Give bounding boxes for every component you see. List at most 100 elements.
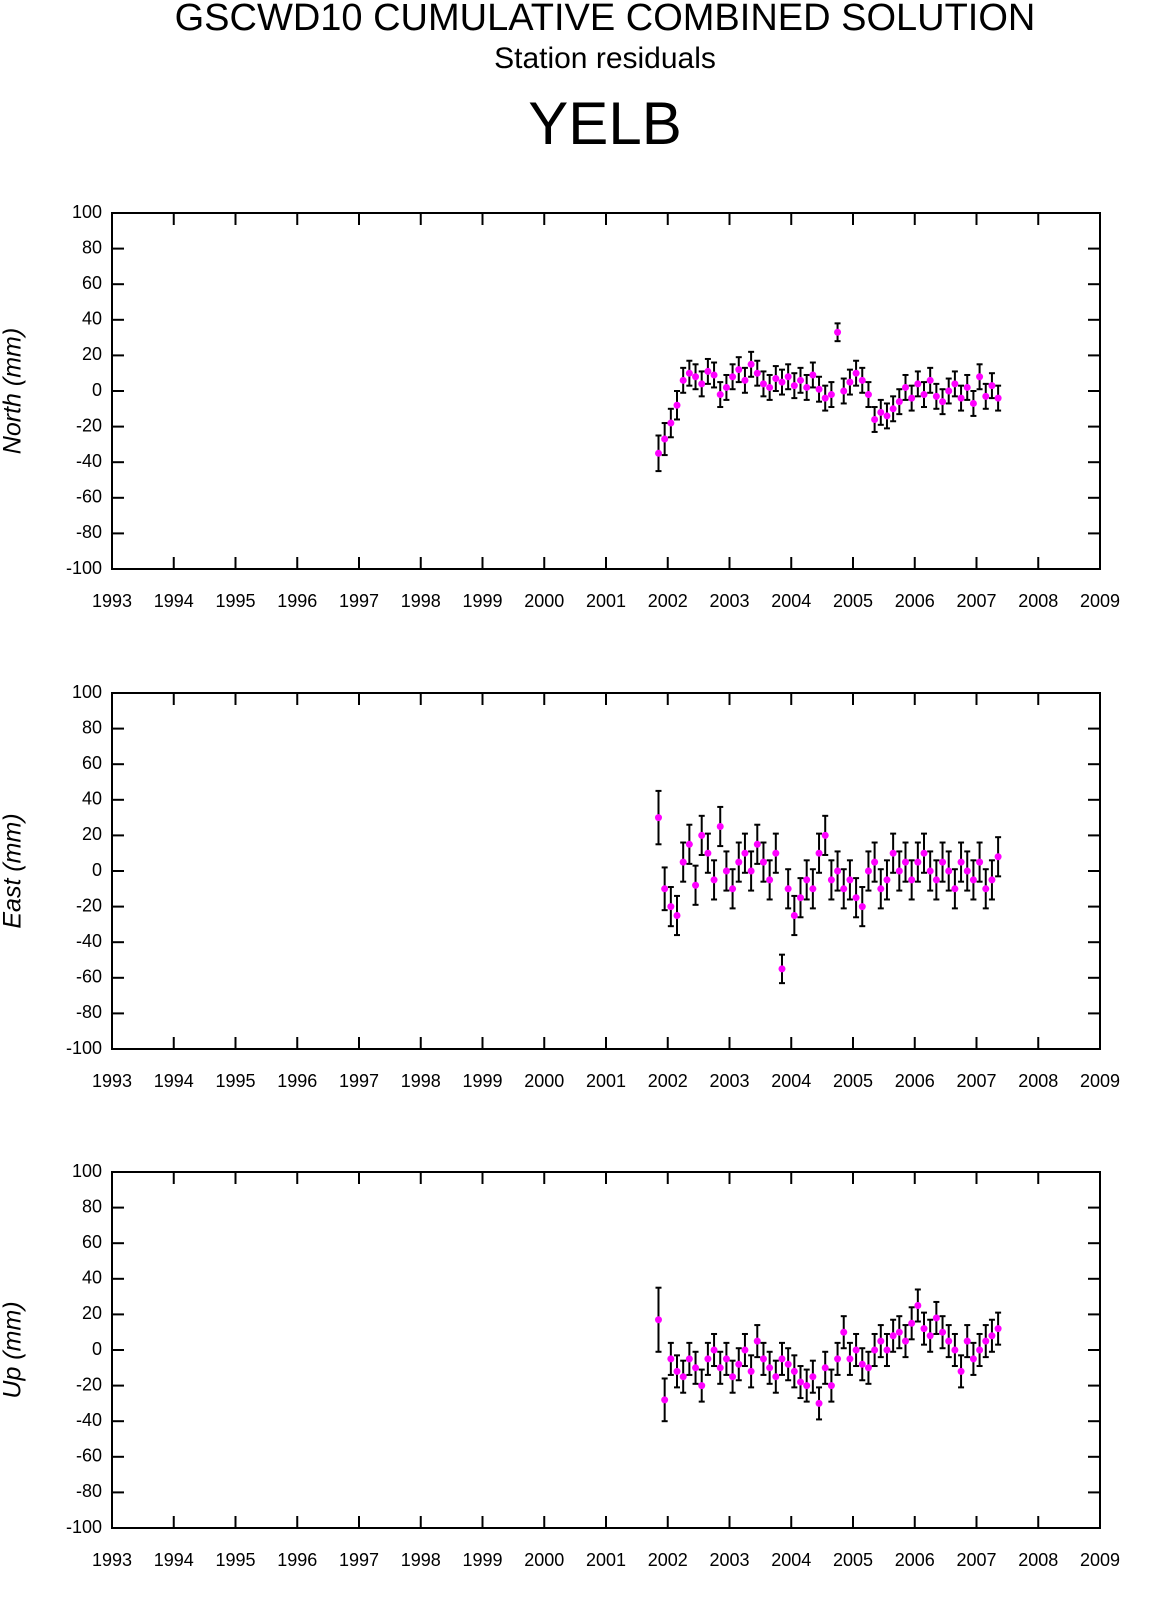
data-point <box>759 380 767 388</box>
data-point <box>673 1367 681 1375</box>
data-point <box>741 849 749 857</box>
x-tick-label: 2009 <box>1080 591 1120 611</box>
data-point <box>821 1364 829 1372</box>
data-point <box>864 867 872 875</box>
data-point <box>821 394 829 402</box>
y-tick-label: 100 <box>72 682 102 702</box>
data-point <box>901 1337 909 1345</box>
x-tick-label: 2008 <box>1018 591 1058 611</box>
data-point <box>716 1364 724 1372</box>
y-tick-label: 40 <box>82 1268 102 1288</box>
data-point <box>729 373 737 381</box>
data-point <box>827 876 835 884</box>
data-point <box>673 912 681 919</box>
data-point <box>797 894 805 902</box>
y-tick-label: -40 <box>76 931 102 951</box>
data-point <box>704 1355 712 1363</box>
data-point <box>895 1328 903 1336</box>
data-point <box>957 1367 965 1375</box>
data-point <box>976 858 984 866</box>
x-tick-label: 1997 <box>339 1550 379 1570</box>
data-point <box>864 391 872 399</box>
data-point <box>889 1332 897 1340</box>
x-tick-label: 2005 <box>833 1071 873 1091</box>
data-point <box>939 858 947 866</box>
data-point <box>692 881 700 889</box>
data-point <box>994 394 1002 402</box>
data-point <box>939 1328 947 1336</box>
data-point <box>969 399 977 407</box>
y-tick-label: 0 <box>92 1339 102 1359</box>
data-point <box>809 1373 817 1381</box>
y-tick-label: 0 <box>92 860 102 880</box>
x-tick-label: 2006 <box>895 1071 935 1091</box>
data-point <box>932 1314 940 1322</box>
x-tick-label: 2002 <box>648 591 688 611</box>
data-point <box>747 360 755 368</box>
data-point <box>840 387 848 395</box>
data-point <box>735 366 743 374</box>
x-tick-label: 2000 <box>524 1071 564 1091</box>
data-point <box>846 378 854 386</box>
data-point <box>827 391 835 399</box>
x-tick-label: 1993 <box>92 1071 132 1091</box>
y-tick-label: 20 <box>82 824 102 844</box>
data-point <box>920 849 928 857</box>
data-point <box>976 1346 984 1354</box>
data-point <box>741 376 749 384</box>
data-point <box>654 449 662 457</box>
data-point <box>945 867 953 875</box>
y-tick-label: -80 <box>76 1481 102 1501</box>
data-point <box>679 858 687 866</box>
data-point <box>772 375 780 383</box>
data-point <box>654 814 662 822</box>
data-point <box>834 1355 842 1363</box>
data-point <box>883 412 891 420</box>
y-tick-label: -80 <box>76 522 102 542</box>
y-tick-label: -20 <box>76 415 102 435</box>
data-point <box>914 380 922 388</box>
data-point <box>963 383 971 391</box>
x-tick-label: 2006 <box>895 1550 935 1570</box>
data-point <box>932 392 940 400</box>
data-point <box>926 867 934 875</box>
y-tick-label: 80 <box>82 717 102 737</box>
data-point <box>926 376 934 384</box>
x-tick-label: 2003 <box>709 1071 749 1091</box>
data-point <box>772 1373 780 1381</box>
x-tick-label: 2009 <box>1080 1071 1120 1091</box>
data-point <box>784 885 792 893</box>
data-point <box>679 376 687 384</box>
x-tick-label: 1996 <box>277 1550 317 1570</box>
data-point <box>797 1378 805 1386</box>
data-point <box>883 1346 891 1354</box>
data-point <box>982 885 990 893</box>
data-point <box>710 876 718 884</box>
data-point <box>759 1355 767 1363</box>
x-tick-label: 2001 <box>586 1550 626 1570</box>
station-name: YELB <box>528 90 681 157</box>
data-point <box>667 903 675 911</box>
y-tick-label: 60 <box>82 1232 102 1252</box>
data-point <box>667 1355 675 1363</box>
data-point <box>692 1364 700 1372</box>
x-tick-label: 1993 <box>92 591 132 611</box>
y-tick-label: 60 <box>82 753 102 773</box>
data-point <box>729 885 737 893</box>
data-point <box>661 885 669 893</box>
data-point <box>858 1360 866 1368</box>
data-point <box>784 373 792 381</box>
y-tick-label: -80 <box>76 1002 102 1022</box>
y-axis-label: Up (mm) <box>0 1301 27 1398</box>
x-tick-label: 2002 <box>648 1071 688 1091</box>
x-tick-label: 1993 <box>92 1550 132 1570</box>
y-tick-label: -20 <box>76 895 102 915</box>
data-point <box>716 823 724 830</box>
data-point <box>766 383 774 391</box>
data-point <box>661 435 669 443</box>
data-point <box>852 1346 860 1354</box>
data-point <box>778 965 786 973</box>
data-point <box>790 912 798 919</box>
x-tick-label: 1996 <box>277 1071 317 1091</box>
